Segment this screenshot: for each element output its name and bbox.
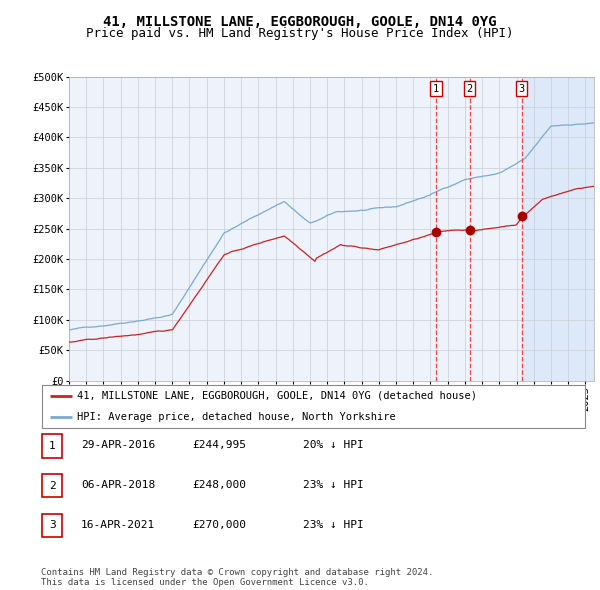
FancyBboxPatch shape xyxy=(42,385,585,428)
Text: 2: 2 xyxy=(49,481,56,491)
Text: 20% ↓ HPI: 20% ↓ HPI xyxy=(303,441,364,450)
Text: 3: 3 xyxy=(518,84,524,94)
Text: 23% ↓ HPI: 23% ↓ HPI xyxy=(303,480,364,490)
Text: 1: 1 xyxy=(433,84,439,94)
Text: £248,000: £248,000 xyxy=(192,480,246,490)
FancyBboxPatch shape xyxy=(42,434,62,458)
Text: Contains HM Land Registry data © Crown copyright and database right 2024.
This d: Contains HM Land Registry data © Crown c… xyxy=(41,568,433,587)
Text: 23% ↓ HPI: 23% ↓ HPI xyxy=(303,520,364,529)
Bar xyxy=(521,77,594,381)
Text: 3: 3 xyxy=(49,520,56,530)
Text: 2: 2 xyxy=(466,84,473,94)
FancyBboxPatch shape xyxy=(42,513,62,537)
Text: 16-APR-2021: 16-APR-2021 xyxy=(81,520,155,529)
Text: £244,995: £244,995 xyxy=(192,441,246,450)
Text: 1: 1 xyxy=(49,441,56,451)
Text: 41, MILLSTONE LANE, EGGBOROUGH, GOOLE, DN14 0YG: 41, MILLSTONE LANE, EGGBOROUGH, GOOLE, D… xyxy=(103,15,497,29)
Text: 41, MILLSTONE LANE, EGGBOROUGH, GOOLE, DN14 0YG (detached house): 41, MILLSTONE LANE, EGGBOROUGH, GOOLE, D… xyxy=(77,391,477,401)
Text: 29-APR-2016: 29-APR-2016 xyxy=(81,441,155,450)
Text: Price paid vs. HM Land Registry's House Price Index (HPI): Price paid vs. HM Land Registry's House … xyxy=(86,27,514,40)
Text: 06-APR-2018: 06-APR-2018 xyxy=(81,480,155,490)
FancyBboxPatch shape xyxy=(42,474,62,497)
Text: £270,000: £270,000 xyxy=(192,520,246,529)
Text: HPI: Average price, detached house, North Yorkshire: HPI: Average price, detached house, Nort… xyxy=(77,412,396,422)
